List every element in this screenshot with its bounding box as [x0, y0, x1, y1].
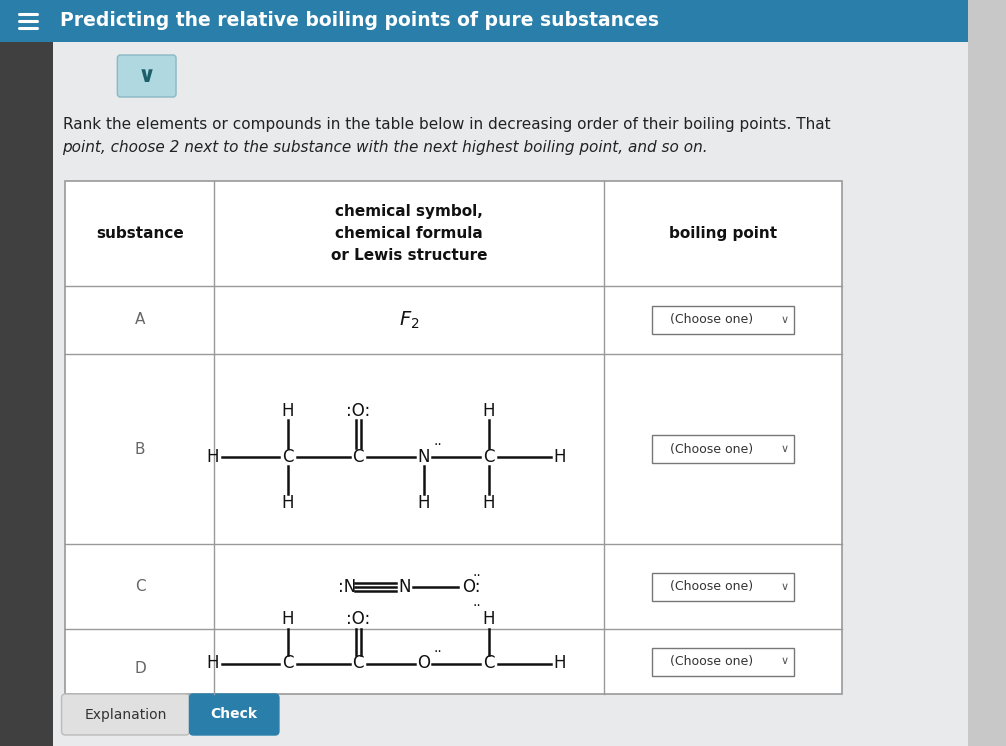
Text: $F_2$: $F_2$ [399, 310, 420, 330]
Text: C: C [283, 654, 294, 672]
Text: ∨: ∨ [781, 444, 789, 454]
FancyBboxPatch shape [652, 572, 794, 601]
Text: :O:: :O: [346, 402, 370, 420]
Text: D: D [134, 661, 146, 676]
Text: H: H [553, 654, 565, 672]
Text: Rank the elements or compounds in the table below in decreasing order of their b: Rank the elements or compounds in the ta… [62, 117, 830, 132]
Text: ..: .. [472, 595, 481, 609]
Text: H: H [483, 402, 495, 420]
Text: :N: :N [338, 577, 356, 595]
Text: H: H [483, 610, 495, 628]
Text: ..: .. [434, 434, 443, 448]
Text: H: H [207, 654, 219, 672]
Text: H: H [282, 402, 295, 420]
Text: O:: O: [463, 577, 481, 595]
Text: H: H [417, 494, 430, 512]
Text: point, choose 2 next to the substance with the next highest boiling point, and s: point, choose 2 next to the substance wi… [62, 140, 708, 155]
Text: H: H [553, 448, 565, 466]
FancyBboxPatch shape [652, 306, 794, 334]
Text: C: C [135, 579, 145, 594]
Text: ..: .. [434, 641, 443, 654]
Text: :O:: :O: [346, 610, 370, 628]
Bar [652, 648, 794, 675]
Text: H: H [282, 610, 295, 628]
Text: ∨: ∨ [781, 656, 789, 666]
Text: H: H [282, 494, 295, 512]
Text: Explanation: Explanation [85, 707, 167, 721]
Text: substance: substance [97, 226, 184, 241]
FancyBboxPatch shape [61, 694, 189, 735]
Text: N: N [417, 448, 430, 466]
Text: (Choose one): (Choose one) [670, 442, 752, 456]
Text: C: C [483, 654, 495, 672]
Text: C: C [483, 448, 495, 466]
Text: (Choose one): (Choose one) [670, 580, 752, 593]
Text: ∨: ∨ [781, 581, 789, 592]
Text: (Choose one): (Choose one) [670, 655, 752, 668]
Text: (Choose one): (Choose one) [670, 313, 752, 327]
Text: H: H [207, 448, 219, 466]
FancyBboxPatch shape [118, 55, 176, 97]
Text: A: A [135, 313, 145, 327]
Text: C: C [352, 654, 364, 672]
Text: Predicting the relative boiling points of pure substances: Predicting the relative boiling points o… [59, 11, 659, 31]
Bar [65, 181, 842, 694]
Bar [0, 42, 53, 746]
Text: C: C [352, 448, 364, 466]
Text: Check: Check [210, 707, 258, 721]
Text: ..: .. [472, 565, 481, 578]
FancyBboxPatch shape [189, 694, 279, 735]
Text: boiling point: boiling point [669, 226, 777, 241]
Text: H: H [483, 494, 495, 512]
FancyBboxPatch shape [652, 435, 794, 463]
Text: B: B [135, 442, 145, 457]
Bar [0, 0, 968, 42]
Text: chemical symbol,
chemical formula
or Lewis structure: chemical symbol, chemical formula or Lew… [331, 204, 488, 263]
Text: N: N [398, 577, 410, 595]
Text: ∨: ∨ [138, 66, 156, 86]
Text: C: C [283, 448, 294, 466]
Text: ∨: ∨ [781, 315, 789, 325]
Text: O: O [417, 654, 431, 672]
